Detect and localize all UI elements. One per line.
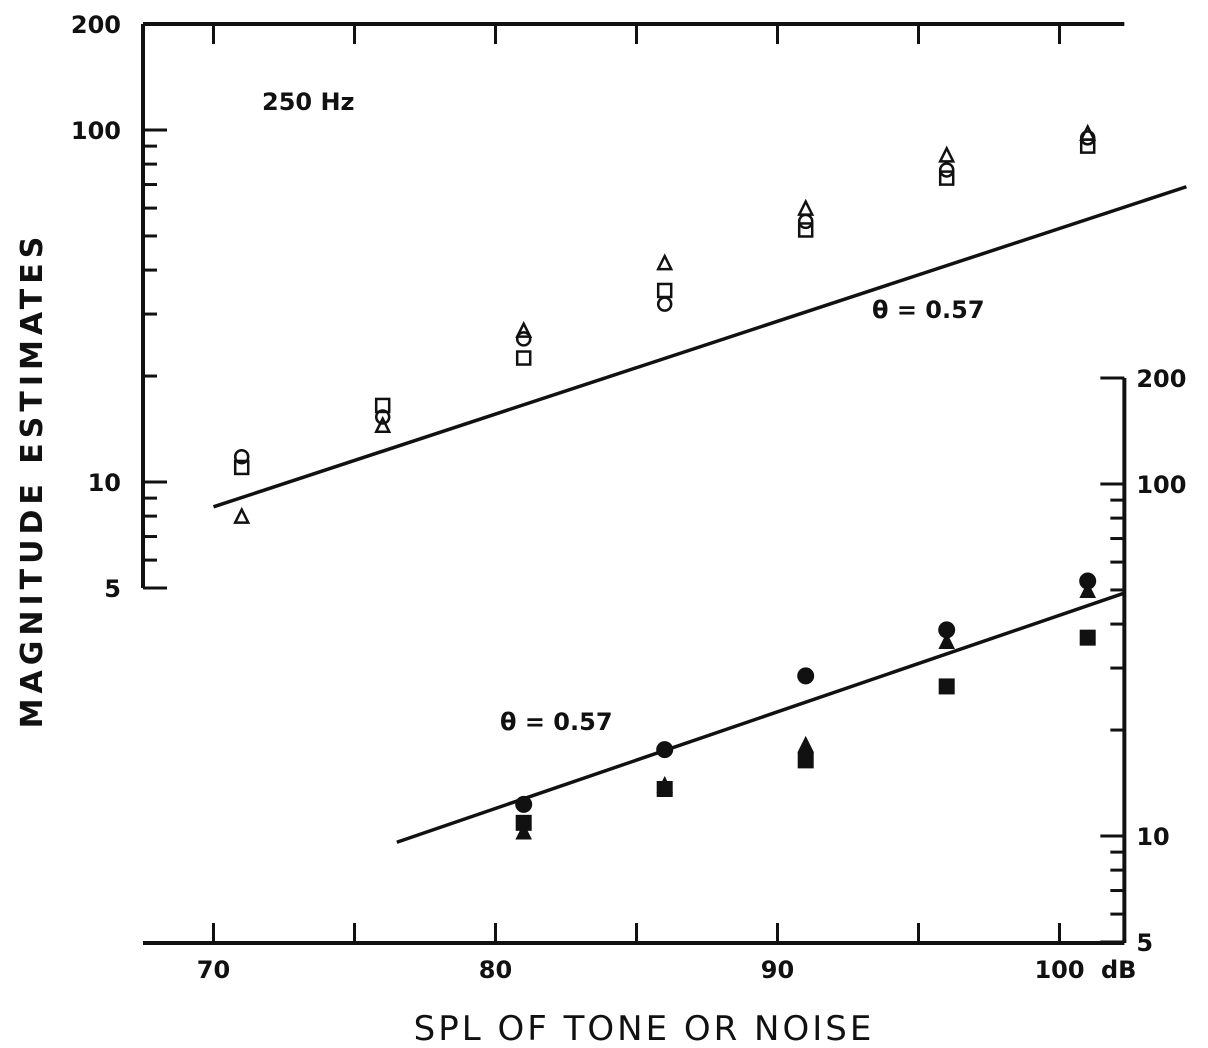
lower-triangle-point xyxy=(938,632,956,650)
x-tick-label: 90 xyxy=(761,956,794,984)
x-tick-label: 100 xyxy=(1034,956,1084,984)
fit-line-upper xyxy=(212,185,1187,509)
lower-triangle-point xyxy=(656,775,674,793)
lower-circle-point xyxy=(515,795,533,813)
upper-triangle-point xyxy=(1079,123,1097,141)
lower-circle-point xyxy=(797,667,815,685)
upper-square-point xyxy=(938,170,955,186)
upper-triangle-point xyxy=(938,145,956,163)
upper-triangle-point xyxy=(233,506,251,524)
x-tick-label: 70 xyxy=(197,956,230,984)
frequency-annotation: 250 Hz xyxy=(262,88,355,116)
fit-lines xyxy=(212,185,1187,844)
y-axis-title: MAGNITUDE ESTIMATES xyxy=(15,232,50,729)
upper-square-point xyxy=(656,282,673,299)
upper-circle-point xyxy=(656,296,673,312)
axes xyxy=(141,22,1127,945)
upper-circle-point xyxy=(515,331,532,347)
x-axis-title: SPL OF TONE OR NOISE xyxy=(414,1009,875,1048)
lower-circle-point xyxy=(656,741,674,759)
lower-square-point xyxy=(797,752,814,769)
lower-triangle-point xyxy=(515,822,533,840)
upper-circle-point xyxy=(233,448,250,465)
lower-triangle-point xyxy=(797,735,815,753)
upper-square-point xyxy=(797,222,814,238)
fit-label-lower: θ = 0.57 xyxy=(500,708,613,736)
upper-square-point xyxy=(515,350,532,366)
lower-square-point xyxy=(938,678,955,695)
x-tick-label: 80 xyxy=(479,956,512,984)
upper-triangle-point xyxy=(374,415,392,433)
upper-circle-point xyxy=(374,409,391,425)
y-tick-label-left: 10 xyxy=(88,469,121,497)
upper-triangle-point xyxy=(656,253,674,271)
ticks: 70 80 90 100 5 10 100 200 5 10 100 200 xyxy=(71,11,1187,984)
lower-square-point xyxy=(1079,629,1096,646)
x-unit-label: dB xyxy=(1101,956,1136,984)
data-points xyxy=(233,123,1097,840)
upper-square-point xyxy=(233,459,250,476)
upper-circle-point xyxy=(938,162,955,178)
upper-circle-point xyxy=(797,213,814,230)
y-tick-label-right: 5 xyxy=(1136,929,1153,957)
y-tick-label-right: 10 xyxy=(1136,823,1169,851)
y-tick-label-right: 200 xyxy=(1136,365,1186,393)
y-tick-label-left: 100 xyxy=(71,117,121,145)
fit-label-upper: θ = 0.57 xyxy=(872,296,985,324)
upper-triangle-point xyxy=(515,320,533,338)
y-tick-label-left: 5 xyxy=(104,575,121,603)
lower-triangle-point xyxy=(1079,581,1097,598)
upper-square-point xyxy=(374,397,391,414)
upper-triangle-point xyxy=(797,198,815,216)
y-tick-label-right: 100 xyxy=(1136,471,1186,499)
y-tick-label-left: 200 xyxy=(71,11,121,39)
